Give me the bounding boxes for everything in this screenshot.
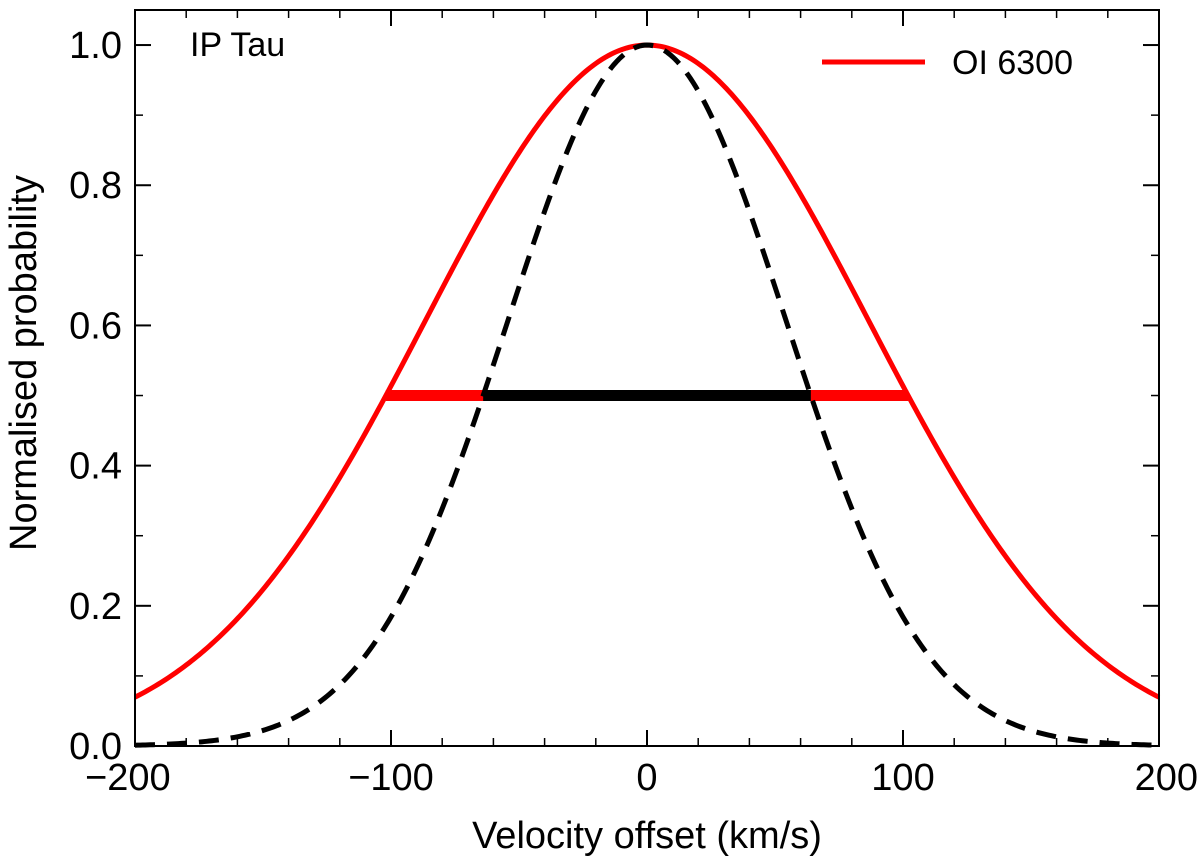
legend-label-oi-6300: OI 6300 xyxy=(952,44,1073,82)
series-line-instrumental-profile xyxy=(134,42,1160,748)
plot-frame xyxy=(134,9,1160,747)
minor-ticks xyxy=(135,10,1159,746)
series-layer xyxy=(133,42,1161,748)
y-tick-label: 0.2 xyxy=(69,586,122,628)
x-axis-label: Velocity offset (km/s) xyxy=(472,815,822,857)
x-tick-label: −100 xyxy=(348,757,434,799)
y-axis-label: Normalised probability xyxy=(3,175,45,551)
chart-title: IP Tau xyxy=(190,26,285,64)
legend: OI 6300 xyxy=(822,44,1073,82)
y-tick-label: 0.8 xyxy=(69,165,122,207)
y-tick-label: 0.4 xyxy=(69,446,122,488)
series-line-oi-6300 xyxy=(133,42,1161,700)
x-tick-label: 100 xyxy=(871,757,934,799)
y-tick-label: 0.6 xyxy=(69,305,122,347)
tick-labels: −200 −100 0 100 200 0.0 0.2 0.4 0.6 0.8 1.0 xyxy=(69,25,1198,799)
x-tick-label: 0 xyxy=(636,757,657,799)
y-tick-label: 0.0 xyxy=(69,726,122,768)
x-tick-label: −200 xyxy=(85,757,171,799)
major-ticks xyxy=(134,10,1160,747)
y-tick-label: 1.0 xyxy=(69,25,122,67)
x-tick-label: 200 xyxy=(1135,757,1198,799)
